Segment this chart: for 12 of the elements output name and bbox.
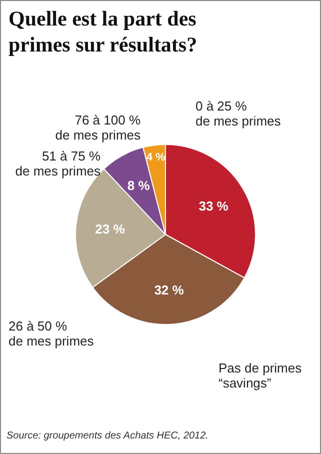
data-label: 8 % — [127, 178, 150, 194]
data-label: 23 % — [95, 222, 126, 237]
data-label: 33 % — [198, 198, 229, 214]
chart-title: Quelle est la part des primes sur résultats? — [8, 6, 198, 56]
slice-label: 0 à 25 % de mes primes — [196, 98, 282, 128]
slice-label: 76 à 100 % de mes primes — [55, 112, 141, 142]
slice-label: 26 à 50 % de mes primes — [8, 318, 94, 348]
data-label: 32 % — [154, 282, 184, 298]
slice-label: Pas de primes “savings” — [218, 360, 302, 390]
source-note: Source: groupements des Achats HEC, 2012. — [6, 430, 208, 442]
data-label: 4 % — [146, 152, 166, 164]
slice-label: 51 à 75 % de mes primes — [15, 148, 101, 178]
